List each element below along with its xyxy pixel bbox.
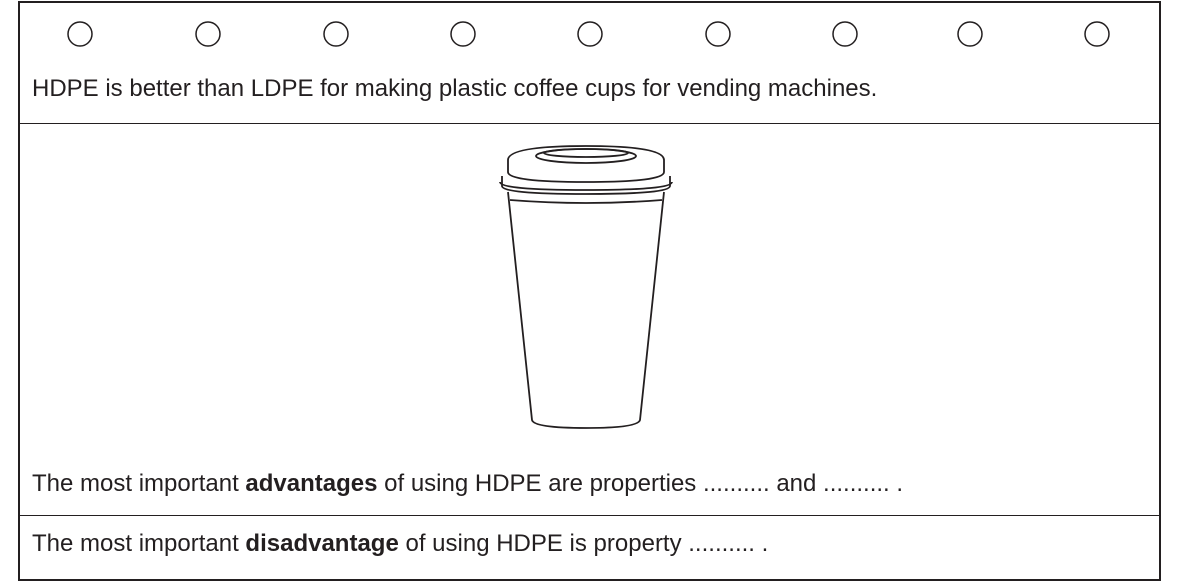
text: of using HDPE are properties .......... … (377, 470, 904, 497)
rule (20, 123, 1159, 124)
text: The most important (32, 530, 246, 557)
rule (20, 515, 1159, 516)
sentence: The most important advantages of using H… (20, 470, 1159, 498)
margin-circles (67, 21, 1110, 47)
question-frame: HDPE is better than LDPE for making plas… (18, 1, 1161, 581)
coffee-cup (499, 145, 673, 429)
text: of using HDPE is property .......... . (398, 530, 769, 557)
sentence: The most important disadvantage of using… (20, 530, 1159, 558)
bold-text: advantages (245, 470, 378, 497)
intro-text: HDPE is better than LDPE for making plas… (32, 75, 878, 102)
text: The most important (32, 470, 246, 497)
bold-text: disadvantage (245, 530, 399, 557)
